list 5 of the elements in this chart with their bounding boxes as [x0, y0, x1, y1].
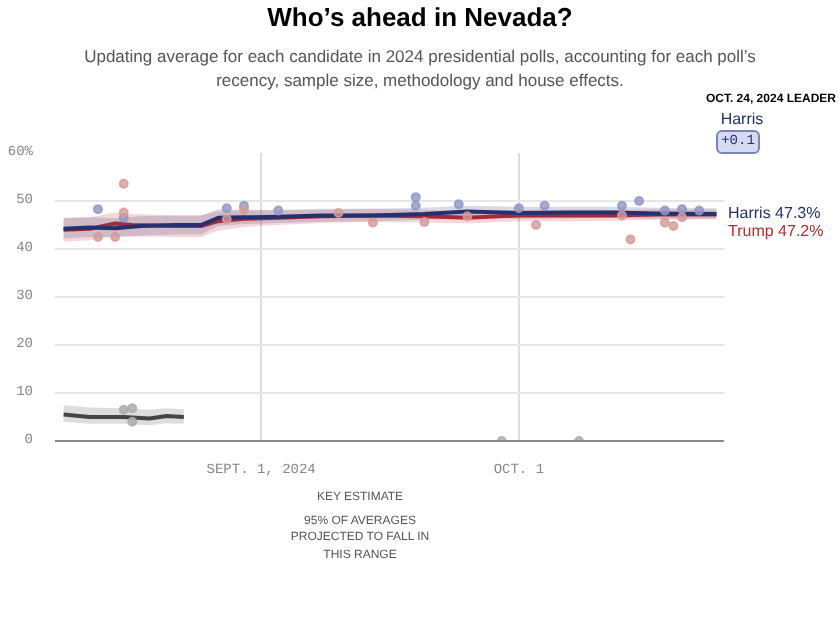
text: Harris: [718, 108, 766, 131]
chart-subtitle: Updating average for each candidate in 2024 presidential polls, accounting for each poll’s recency, sample size, methodology and house effects.: [82, 43, 758, 92]
chart-title: Who’s ahead in Nevada?: [265, 0, 575, 36]
text: Harris 47.3%: [728, 203, 821, 222]
text: Trump 47.2%: [728, 221, 824, 240]
